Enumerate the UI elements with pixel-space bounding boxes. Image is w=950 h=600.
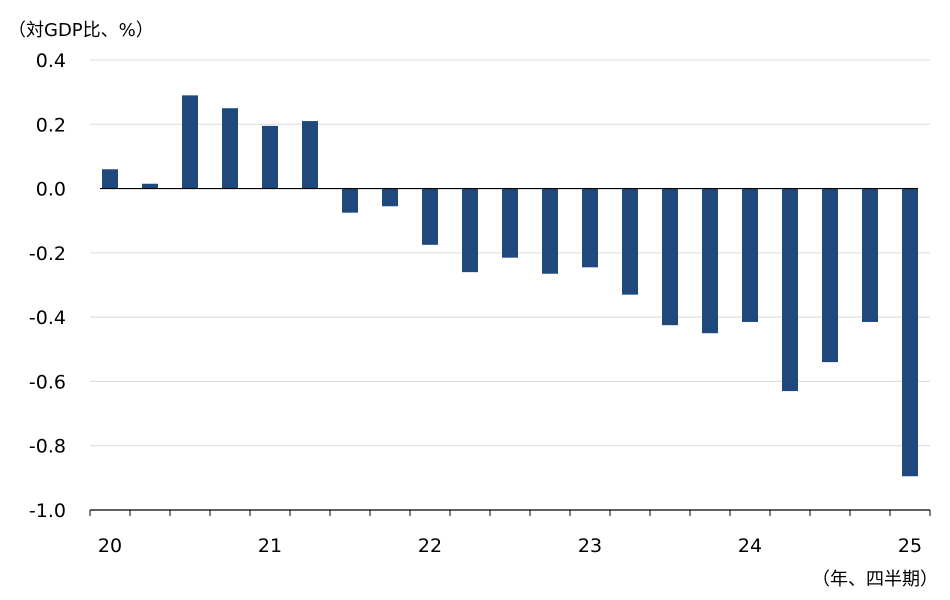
- y-tick-label: -0.6: [29, 371, 66, 393]
- bar: [742, 188, 758, 322]
- y-tick-label: 0.0: [36, 179, 66, 201]
- bar: [182, 95, 198, 189]
- y-tick-label: -1.0: [29, 500, 66, 522]
- bar: [822, 188, 838, 363]
- y-tick-label: 0.2: [36, 114, 66, 136]
- y-tick-label: -0.8: [29, 436, 66, 458]
- x-tick-label: 21: [258, 535, 282, 557]
- bar: [262, 125, 278, 189]
- bar: [782, 188, 798, 392]
- bar: [462, 188, 478, 273]
- bar: [382, 188, 398, 207]
- x-tick-label: 20: [98, 535, 122, 557]
- bar: [662, 188, 678, 326]
- x-tick-label: 25: [898, 535, 922, 557]
- bars: [102, 95, 918, 477]
- gridlines: [90, 59, 930, 511]
- bar: [542, 188, 558, 274]
- bar: [302, 121, 318, 189]
- y-axis-ticks: 0.4 0.2 0.0 -0.2 -0.4 -0.6 -0.8 -1.0: [29, 50, 66, 522]
- bar: [902, 188, 918, 477]
- x-axis-ticks: 20 21 22 23 24 25: [89, 510, 931, 557]
- bar: [622, 188, 638, 295]
- x-axis-unit-label: （年、四半期）: [812, 569, 938, 590]
- y-tick-label: -0.4: [29, 307, 66, 329]
- y-axis-unit-label: （対GDP比、%）: [8, 20, 154, 41]
- y-tick-label: 0.4: [36, 50, 66, 72]
- bar: [582, 188, 598, 268]
- bar: [502, 188, 518, 258]
- bar: [222, 108, 238, 189]
- x-tick-label: 24: [738, 535, 762, 557]
- bar: [102, 169, 118, 189]
- bar: [702, 188, 718, 334]
- bar: [422, 188, 438, 245]
- x-tick-label: 22: [418, 535, 442, 557]
- bar: [142, 183, 158, 189]
- y-tick-label: -0.2: [29, 243, 66, 265]
- x-tick-label: 23: [578, 535, 602, 557]
- bar: [862, 188, 878, 322]
- bar: [342, 188, 358, 213]
